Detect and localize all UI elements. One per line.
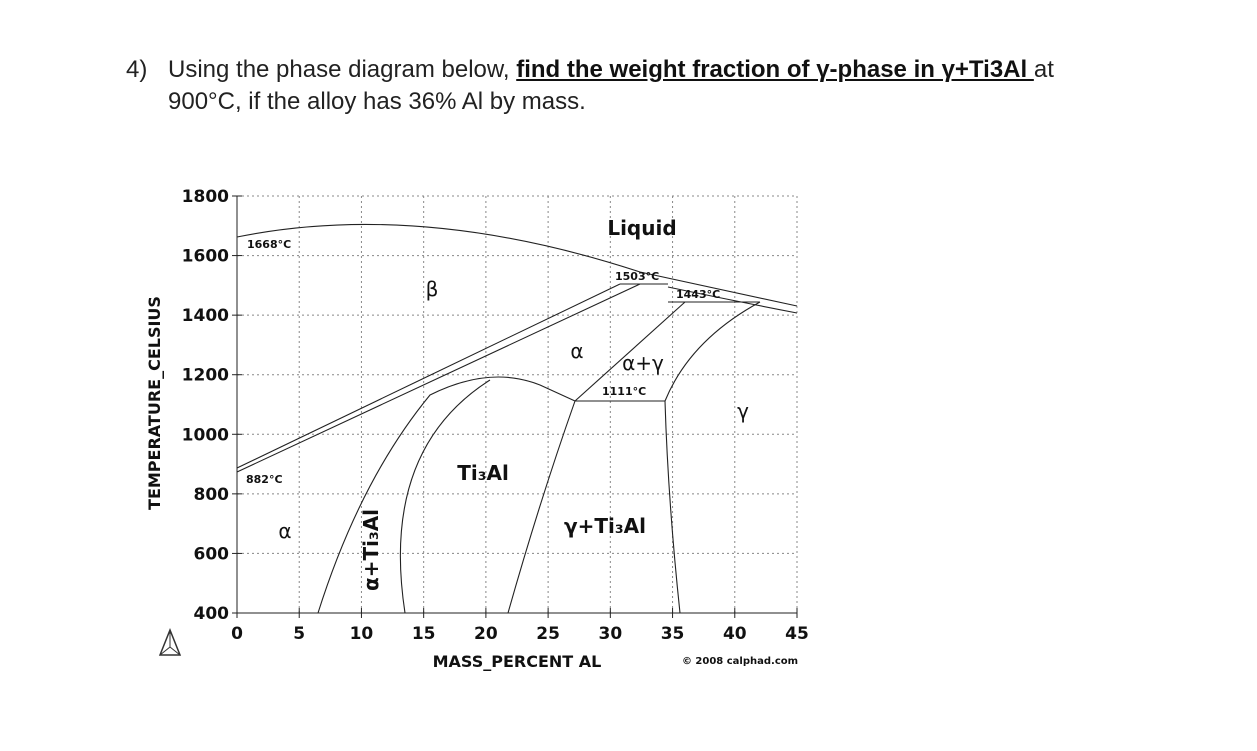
- region-label: α+Ti₃Al: [359, 509, 383, 591]
- x-tick-label: 20: [474, 624, 498, 644]
- region-label: α: [570, 339, 583, 363]
- question-text: at: [1033, 56, 1054, 83]
- temperature-label: 882°C: [246, 473, 283, 486]
- region-label: Liquid: [607, 216, 676, 240]
- y-tick-label: 800: [194, 485, 230, 505]
- temperature-label: 1503°C: [615, 270, 659, 283]
- phase-boundary: [574, 301, 686, 402]
- x-tick-label: 45: [785, 624, 809, 644]
- x-tick-label: 35: [661, 624, 685, 644]
- x-tick-label: 40: [723, 624, 747, 644]
- region-label: β: [426, 277, 439, 301]
- x-tick-label: 0: [231, 624, 243, 644]
- y-tick-label: 1000: [182, 425, 229, 445]
- credit: © 2008 calphad.com: [682, 656, 798, 667]
- y-tick-label: 1400: [182, 306, 229, 326]
- phase-boundary: [507, 400, 576, 614]
- y-tick-label: 1600: [182, 247, 229, 267]
- phase-boundary: [664, 400, 681, 614]
- region-label: γ: [737, 399, 749, 423]
- x-tick-label: 10: [350, 624, 374, 644]
- y-tick-label: 600: [194, 544, 230, 564]
- question-line2: 900°C, if the alloy has 36% Al by mass.: [168, 88, 586, 115]
- question-number: 4): [126, 56, 148, 83]
- liquidus: [236, 223, 798, 307]
- y-tick-label: 1200: [182, 366, 229, 386]
- transus: [236, 283, 641, 473]
- temperature-label: 1111°C: [602, 385, 646, 398]
- x-tick-label: 30: [598, 624, 622, 644]
- ti3al-boundary: [317, 376, 576, 614]
- ti3al-boundary: [399, 379, 491, 614]
- x-axis-title: MASS_PERCENT AL: [433, 652, 602, 671]
- temperature-label: 1443°C: [676, 288, 720, 301]
- x-tick-label: 5: [293, 624, 305, 644]
- question-line1: Using the phase diagram below, find the …: [168, 56, 1054, 84]
- y-tick-label: 400: [194, 604, 230, 624]
- invariant-line: [575, 283, 760, 402]
- x-tick-label: 15: [412, 624, 436, 644]
- question-text: Using the phase diagram below,: [168, 56, 517, 83]
- solidus: [667, 286, 798, 314]
- region-label: Ti₃Al: [457, 461, 509, 485]
- grid: [236, 195, 798, 614]
- region-label: α+γ: [622, 351, 664, 375]
- transus: [236, 283, 621, 469]
- x-tick-label: 25: [536, 624, 560, 644]
- region-label: γ+Ti₃Al: [564, 514, 646, 538]
- y-tick-label: 1800: [182, 187, 229, 207]
- phase-boundary: [664, 301, 761, 402]
- logo: [158, 627, 182, 656]
- region-label: α: [278, 519, 291, 543]
- temperature-label: 1668°C: [247, 238, 291, 251]
- y-axis-title: TEMPERATURE_CELSIUS: [145, 296, 164, 510]
- question-emphasis: find the weight fraction of γ-phase in γ…: [516, 56, 1034, 83]
